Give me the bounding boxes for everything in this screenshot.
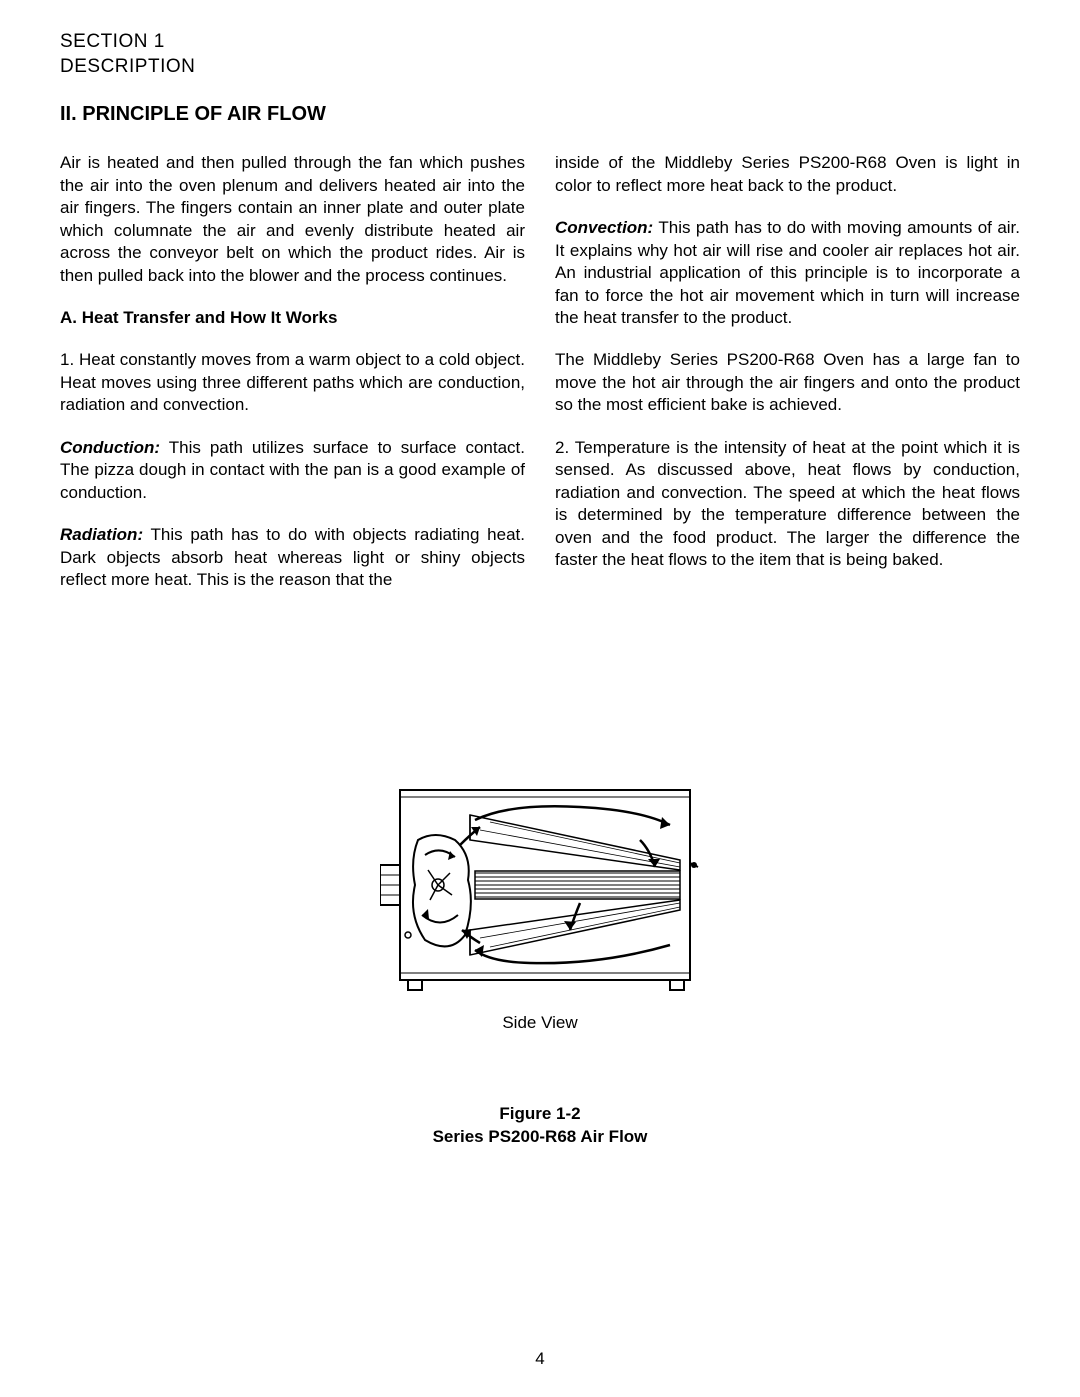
section-line-2: DESCRIPTION [60,55,1020,80]
radiation-continued: inside of the Middleby Series PS200-R68 … [555,152,1020,197]
convection-paragraph: Convection: This path has to do with mov… [555,217,1020,329]
radiation-paragraph: Radiation: This path has to do with obje… [60,524,525,591]
conduction-term: Conduction: [60,438,160,457]
sub-heading-a: A. Heat Transfer and How It Works [60,307,525,329]
radiation-term: Radiation: [60,525,143,544]
convection-term: Convection: [555,218,653,237]
temperature-paragraph: 2. Temperature is the intensity of heat … [555,437,1020,572]
heat-moves-paragraph: 1. Heat constantly moves from a warm obj… [60,349,525,416]
left-column: Air is heated and then pulled through th… [60,152,525,611]
figure-area: Side View Figure 1-2 Series PS200-R68 Ai… [0,785,1080,1149]
conduction-paragraph: Conduction: This path utilizes surface t… [60,437,525,504]
text-columns: Air is heated and then pulled through th… [60,152,1020,611]
fan-paragraph: The Middleby Series PS200-R68 Oven has a… [555,349,1020,416]
right-column: inside of the Middleby Series PS200-R68 … [555,152,1020,611]
figure-box: Side View Figure 1-2 Series PS200-R68 Ai… [380,785,700,1149]
page-number: 4 [0,1349,1080,1369]
figure-caption-line-1: Figure 1-2 [380,1103,700,1126]
figure-caption: Figure 1-2 Series PS200-R68 Air Flow [380,1103,700,1149]
section-header: SECTION 1 DESCRIPTION [60,30,1020,79]
figure-caption-line-2: Series PS200-R68 Air Flow [380,1126,700,1149]
section-line-1: SECTION 1 [60,30,1020,55]
side-view-label: Side View [380,1013,700,1033]
intro-paragraph: Air is heated and then pulled through th… [60,152,525,287]
page: SECTION 1 DESCRIPTION II. PRINCIPLE OF A… [0,0,1080,1397]
main-heading: II. PRINCIPLE OF AIR FLOW [60,103,1020,126]
airflow-diagram-icon [380,785,700,995]
